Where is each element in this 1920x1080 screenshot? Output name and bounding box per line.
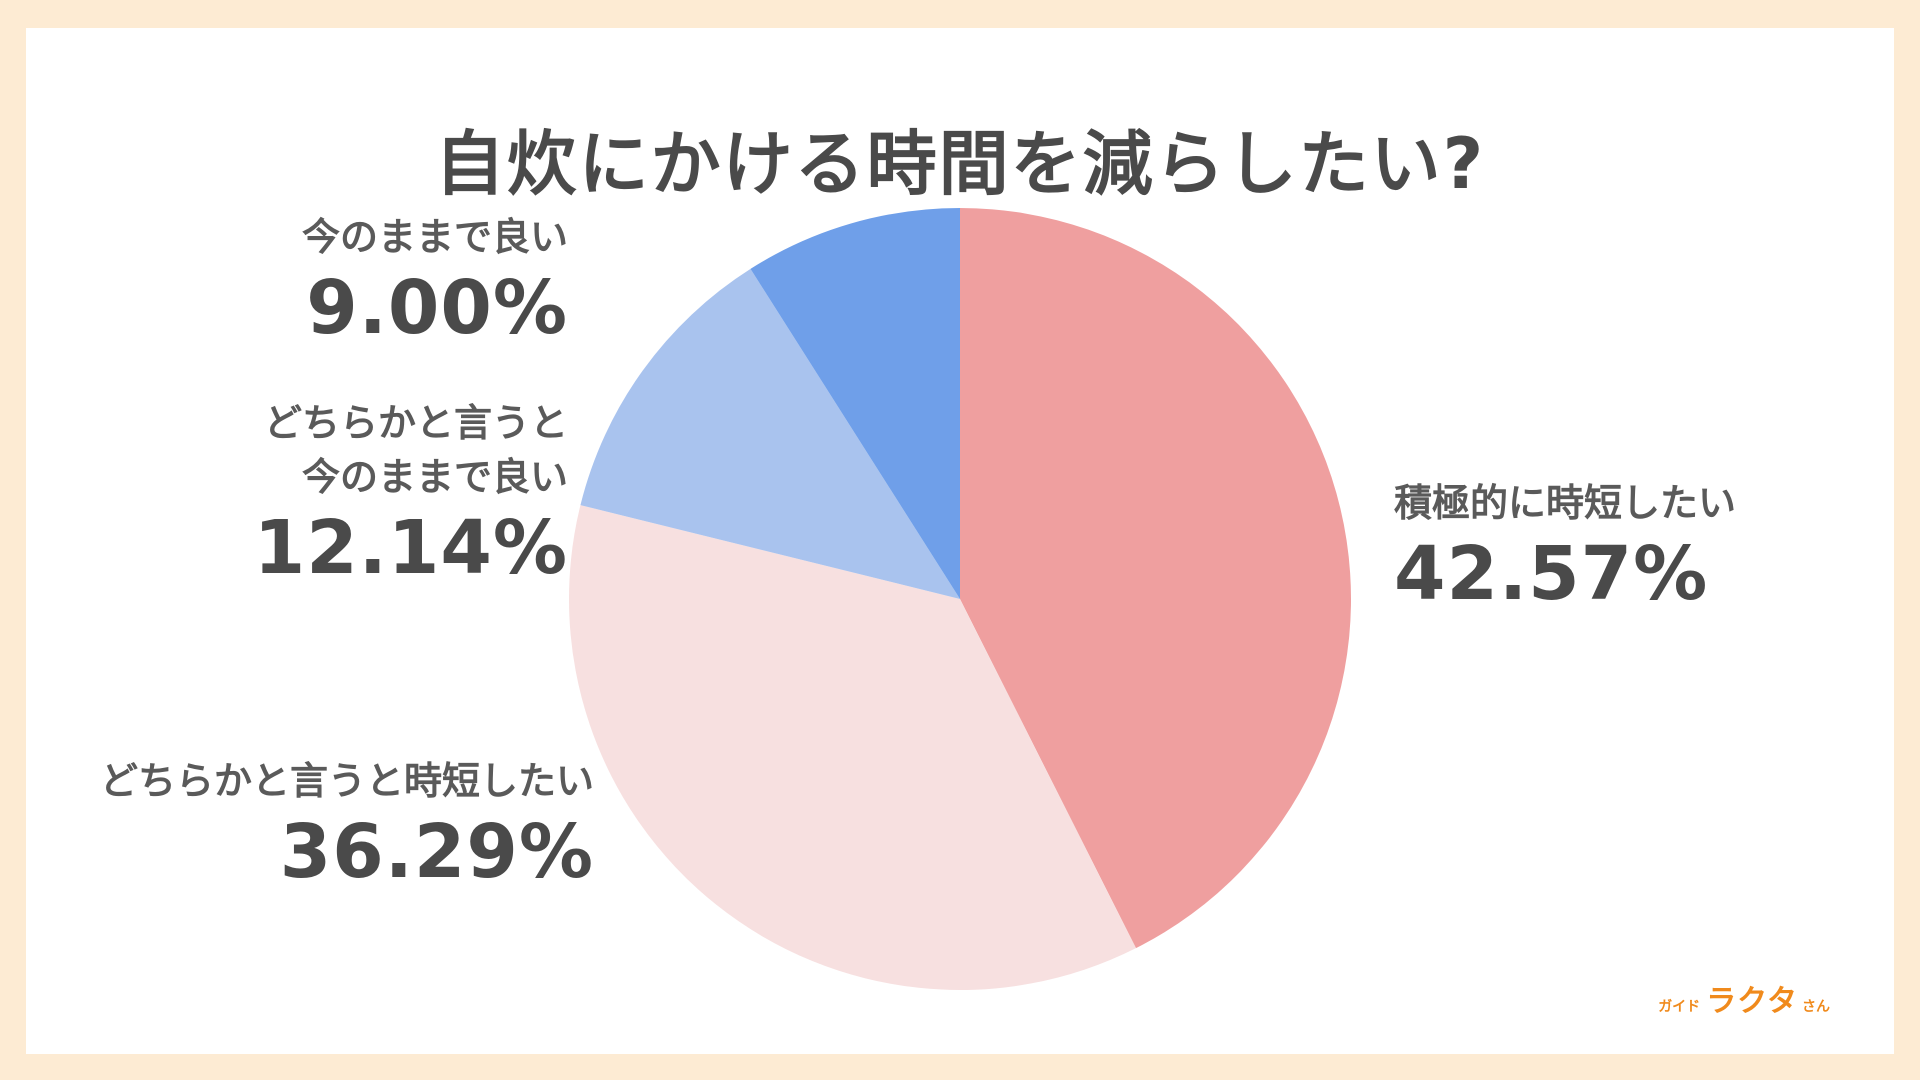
slice-label-2: どちらかと言うと 今のままで良い 12.14% xyxy=(254,396,568,592)
chart-title: 自炊にかける時間を減らしたい? xyxy=(434,123,1486,205)
slice-label-3: 今のままで良い 9.00% xyxy=(302,210,568,352)
slice-label-value: 9.00% xyxy=(306,265,568,351)
slice-label-value: 36.29% xyxy=(279,809,594,895)
slice-label-1: どちらかと言うと時短したい 36.29% xyxy=(100,754,594,896)
slice-label-value: 12.14% xyxy=(253,505,568,591)
slice-label-name: どちらかと言うと xyxy=(263,401,568,445)
slice-label-name: 積極的に時短したい xyxy=(1394,481,1737,525)
slice-label-0: 積極的に時短したい 42.57% xyxy=(1394,476,1736,618)
pie-chart xyxy=(569,208,1351,990)
brand-suffix: さん xyxy=(1802,999,1830,1015)
slice-label-name: どちらかと言うと時短したい xyxy=(99,759,594,803)
chart-card: 自炊にかける時間を減らしたい? 積極的に時短したい 42.57% どちらかと言う… xyxy=(26,28,1894,1054)
slice-label-name: 今のままで良い xyxy=(301,215,568,259)
brand-logo: ガイド ラクタ さん xyxy=(1658,976,1830,1020)
brand-name: ラクタ xyxy=(1706,984,1798,1019)
pie-slice-1 xyxy=(569,505,1136,990)
slice-label-name: 今のままで良い xyxy=(301,455,568,499)
pie-slice-3 xyxy=(750,208,960,599)
brand-prefix: ガイド xyxy=(1658,999,1701,1015)
pie-slice-2 xyxy=(580,268,960,599)
slice-label-value: 42.57% xyxy=(1394,531,1709,617)
pie-slice-0 xyxy=(960,208,1351,949)
